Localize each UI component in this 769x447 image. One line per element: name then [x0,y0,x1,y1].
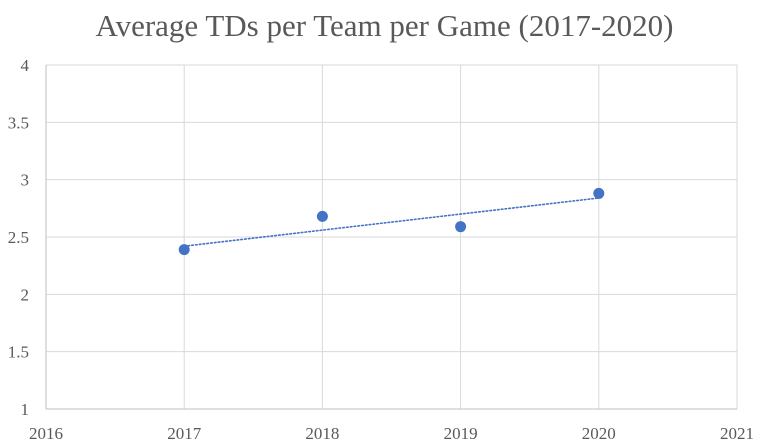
x-tick-label: 2018 [305,424,339,443]
data-point [316,210,328,222]
tick-labels: 1 1.5 2 2.5 3 3.5 4 2016 2017 2018 2019 2020 2021 [8,56,754,443]
y-tick-label: 2 [21,285,30,304]
axes [45,65,737,410]
y-tick-label: 3 [21,171,30,190]
x-tick-label: 2019 [444,424,478,443]
data-point [593,187,605,199]
chart-title: Average TDs per Team per Game (2017-2020… [95,8,673,43]
y-tick-label: 2.5 [8,228,29,247]
y-tick-label: 1.5 [8,343,29,362]
x-tick-label: 2017 [167,424,202,443]
gridlines [46,64,738,409]
x-tick-label: 2021 [720,424,754,443]
x-tick-label: 2016 [29,424,63,443]
y-tick-label: 3.5 [8,113,29,132]
data-point [178,244,190,256]
y-tick-label: 1 [21,400,30,419]
x-tick-label: 2020 [582,424,616,443]
trendline-layer [183,197,600,247]
trendline [183,197,600,247]
y-tick-label: 4 [21,56,30,75]
data-points [178,187,605,256]
data-point [455,221,467,233]
